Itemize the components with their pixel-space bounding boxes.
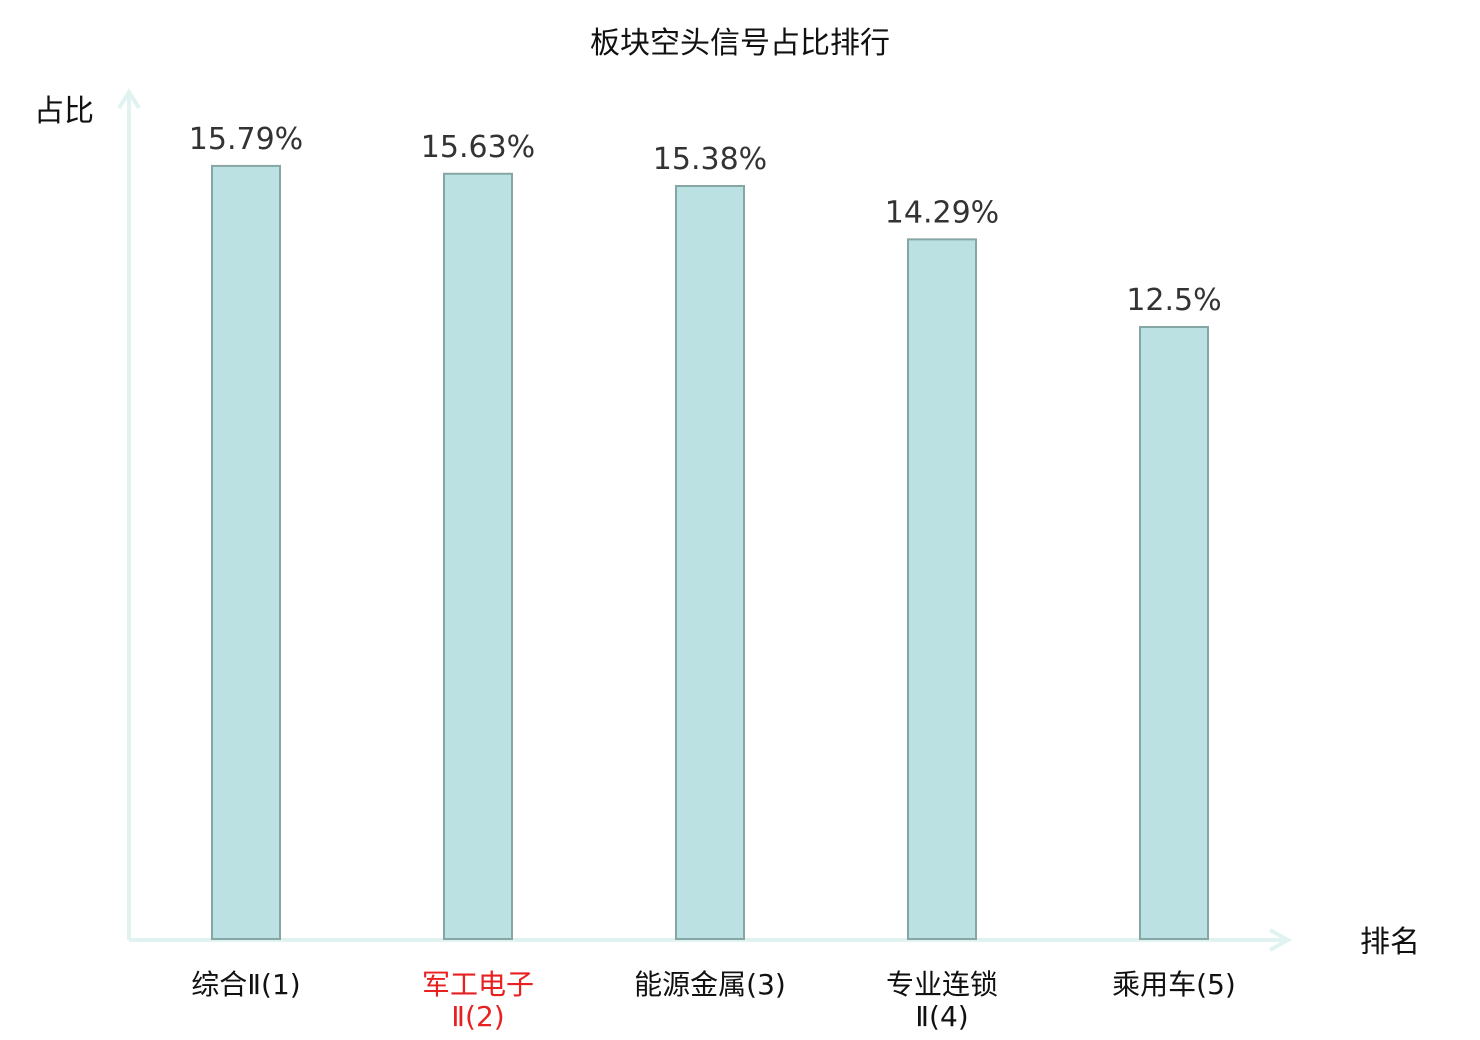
x-tick-label-1: 综合Ⅱ(1)	[191, 968, 300, 1001]
y-axis-label: 占比	[34, 94, 94, 129]
bar-1	[211, 164, 281, 941]
x-tick-label-4-line-1: 专业连锁	[886, 968, 998, 1001]
x-tick-label-3: 能源金属(3)	[634, 968, 786, 1001]
chart-title: 板块空头信号占比排行	[590, 26, 890, 61]
bar-3	[675, 185, 745, 940]
bar-2	[443, 172, 513, 940]
bar-value-label-1: 15.79%	[189, 122, 303, 157]
x-tick-label-2-line-1: 军工电子	[422, 968, 534, 1001]
bar-5	[1139, 326, 1209, 940]
bar-value-label-2: 15.63%	[421, 130, 535, 165]
y-axis-arrow	[117, 88, 141, 110]
x-tick-label-2-line-2: Ⅱ(2)	[451, 1000, 504, 1033]
x-tick-label-5: 乘用车(5)	[1112, 968, 1236, 1001]
x-tick-label-4-line-2: Ⅱ(4)	[915, 1000, 968, 1033]
bar-value-label-3: 15.38%	[653, 142, 767, 177]
bar-4	[907, 238, 977, 940]
x-axis-label: 排名	[1360, 925, 1420, 960]
bar-value-label-4: 14.29%	[885, 195, 999, 230]
x-axis-arrow	[1269, 928, 1293, 952]
bar-value-label-5: 12.5%	[1126, 283, 1221, 318]
